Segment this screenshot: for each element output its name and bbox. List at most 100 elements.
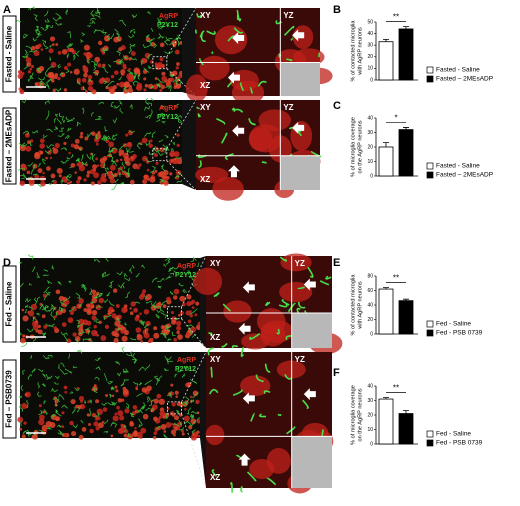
microglia	[120, 379, 126, 387]
neuron	[104, 77, 111, 84]
microglia	[172, 422, 180, 427]
neuron	[105, 394, 109, 397]
neuron	[91, 388, 94, 392]
microglia	[150, 85, 154, 89]
microglia	[145, 97, 149, 106]
microglia	[161, 120, 166, 124]
microglia	[59, 430, 64, 436]
microglia	[155, 313, 160, 319]
neuron	[20, 71, 25, 76]
bar	[378, 398, 394, 445]
microglia	[110, 386, 115, 391]
legend-label: Fasted – 2MEsADP	[436, 172, 493, 179]
microglia	[47, 279, 53, 284]
microglia	[110, 401, 118, 406]
neuron	[135, 327, 142, 333]
neuron	[76, 303, 80, 307]
neuron	[177, 334, 183, 340]
microglia	[124, 161, 129, 165]
neuron	[111, 330, 117, 337]
neuron	[45, 156, 48, 160]
microglia	[68, 42, 73, 47]
neuron	[195, 301, 200, 306]
microglia	[86, 59, 91, 64]
legend-swatch	[426, 162, 434, 170]
y-tick-label: 0	[370, 331, 373, 337]
neuron-soma	[223, 300, 252, 323]
neuron	[17, 416, 24, 423]
microglia	[17, 167, 26, 171]
neuron	[89, 428, 94, 434]
microglia	[107, 402, 115, 406]
neuron	[162, 169, 169, 176]
neuron	[96, 408, 103, 415]
neuron	[186, 301, 192, 307]
microglia	[118, 76, 122, 81]
neuron	[86, 174, 90, 178]
neuron	[160, 423, 167, 430]
neuron	[162, 304, 167, 309]
microglia	[89, 399, 92, 404]
microglia	[189, 413, 194, 419]
microglia	[58, 127, 65, 132]
microglia	[20, 384, 24, 392]
microglia	[111, 160, 116, 165]
microglia	[160, 105, 166, 109]
microglia	[129, 71, 134, 76]
neuron	[146, 178, 150, 181]
neuron	[30, 65, 34, 69]
microglia	[128, 433, 132, 438]
neuron	[97, 130, 101, 135]
microglia	[133, 74, 137, 81]
microglia	[18, 395, 23, 398]
legend-swatch	[426, 171, 434, 179]
neuron	[66, 181, 70, 185]
microglia	[36, 312, 41, 316]
microglia	[81, 161, 88, 166]
microglia	[116, 50, 121, 56]
neuron	[159, 88, 163, 92]
neuron-soma	[231, 80, 265, 105]
neuron	[115, 304, 120, 308]
neuron	[19, 144, 27, 152]
neuron	[154, 62, 158, 66]
neuron	[191, 306, 195, 309]
neuron	[115, 389, 119, 393]
microglia	[36, 28, 41, 36]
neuron	[118, 81, 125, 88]
neuron	[162, 415, 166, 419]
neuron	[133, 67, 140, 74]
microglia-process	[221, 132, 228, 144]
neuron	[130, 301, 136, 307]
microglia	[57, 133, 66, 137]
microglia	[87, 25, 91, 27]
neuron	[60, 72, 66, 78]
microglia	[105, 47, 109, 51]
neuron	[159, 57, 164, 62]
neuron	[153, 398, 159, 404]
neuron	[97, 40, 103, 46]
microglia	[21, 53, 29, 59]
microglia	[169, 265, 180, 271]
microglia	[104, 299, 109, 304]
microglia	[163, 263, 167, 267]
microglia	[103, 430, 109, 434]
neuron	[56, 167, 63, 174]
microglia	[131, 264, 135, 269]
microglia	[22, 369, 26, 375]
neuron	[188, 425, 193, 430]
y-tick-label: 60	[367, 288, 373, 294]
microglia	[165, 412, 169, 420]
neuron	[190, 395, 193, 399]
neuron	[42, 171, 45, 175]
microglia	[71, 406, 76, 414]
neuron	[118, 153, 122, 157]
neuron	[150, 337, 154, 341]
neuron	[154, 169, 158, 173]
microglia	[164, 135, 169, 139]
microglia	[175, 317, 179, 320]
empty-view	[280, 62, 320, 96]
neuron	[124, 408, 130, 414]
microglia	[35, 25, 39, 29]
neuron	[123, 304, 128, 309]
